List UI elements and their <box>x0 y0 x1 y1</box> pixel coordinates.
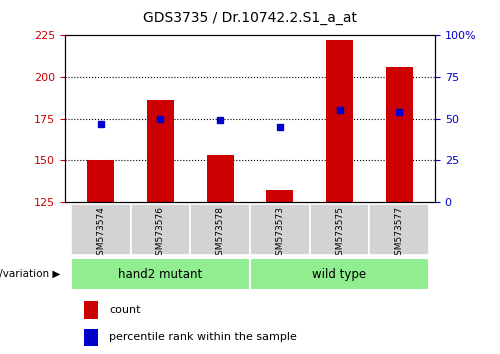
Text: genotype/variation ▶: genotype/variation ▶ <box>0 269 60 279</box>
Text: GSM573576: GSM573576 <box>156 206 165 261</box>
Bar <box>71 258 250 290</box>
Bar <box>310 204 370 255</box>
Bar <box>147 100 174 202</box>
Bar <box>386 67 412 202</box>
Text: hand2 mutant: hand2 mutant <box>118 268 202 281</box>
Bar <box>250 204 310 255</box>
Bar <box>84 329 98 346</box>
Text: wild type: wild type <box>312 268 366 281</box>
Bar <box>84 301 98 319</box>
Text: GSM573578: GSM573578 <box>216 206 224 261</box>
Bar <box>88 160 114 202</box>
Bar <box>266 190 293 202</box>
Bar <box>206 155 234 202</box>
Text: GSM573577: GSM573577 <box>394 206 404 261</box>
Bar <box>250 258 429 290</box>
Text: GSM573573: GSM573573 <box>276 206 284 261</box>
Text: count: count <box>110 305 141 315</box>
Bar <box>370 204 429 255</box>
Text: GSM573575: GSM573575 <box>335 206 344 261</box>
Bar <box>326 40 353 202</box>
Bar <box>71 204 130 255</box>
Text: percentile rank within the sample: percentile rank within the sample <box>110 332 298 342</box>
Bar <box>190 204 250 255</box>
Text: GSM573574: GSM573574 <box>96 206 106 261</box>
Text: GDS3735 / Dr.10742.2.S1_a_at: GDS3735 / Dr.10742.2.S1_a_at <box>143 11 357 25</box>
Bar <box>130 204 190 255</box>
